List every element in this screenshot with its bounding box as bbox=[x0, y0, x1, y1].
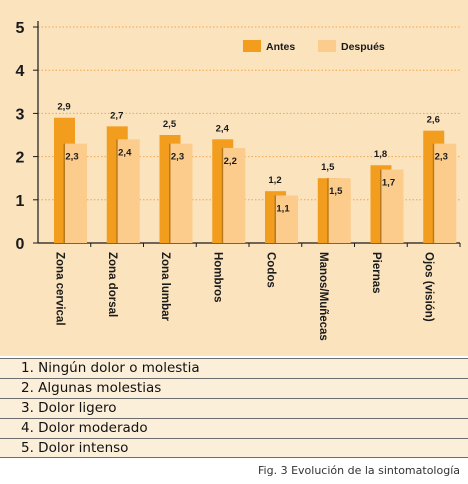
x-category-label: Hombros bbox=[212, 252, 224, 302]
bar-shadow bbox=[327, 178, 329, 243]
x-category-label: Zona cervical bbox=[53, 252, 65, 326]
data-label-despues: 2,4 bbox=[118, 147, 132, 158]
scale-item-label: 2. Algunas molestias bbox=[21, 380, 162, 396]
data-label-antes: 2,4 bbox=[216, 123, 230, 134]
data-label-antes: 1,5 bbox=[321, 162, 335, 173]
y-tick-label: 1 bbox=[16, 193, 25, 210]
bar-shadow bbox=[116, 139, 118, 243]
bar-shadow bbox=[63, 143, 65, 243]
data-label-despues: 2,2 bbox=[224, 156, 237, 167]
legend-label-despues: Después bbox=[341, 41, 385, 53]
data-label-despues: 1,5 bbox=[329, 186, 343, 197]
x-category-label: Codos bbox=[264, 252, 276, 288]
data-label-despues: 1,1 bbox=[276, 203, 290, 214]
scale-item-5: 5. Dolor intenso bbox=[0, 438, 468, 458]
bar-despues bbox=[170, 143, 193, 243]
bar-despues bbox=[117, 139, 140, 243]
bar-shadow bbox=[169, 143, 171, 243]
x-category-label: Piernas bbox=[370, 252, 382, 294]
bar-despues bbox=[65, 143, 87, 243]
pain-scale-legend: 1. Ningún dolor o molestia 2. Algunas mo… bbox=[0, 358, 468, 458]
scale-item-label: 3. Dolor ligero bbox=[21, 400, 117, 416]
y-tick-label: 0 bbox=[16, 236, 25, 253]
y-tick-label: 4 bbox=[16, 63, 25, 80]
legend-label-antes: Antes bbox=[266, 41, 295, 53]
bar-chart: 0 1 2 3 4 5 2,9 2,3 Zona cervical 2,7 2,4 Zona dors… bbox=[16, 20, 461, 341]
data-label-antes: 2,6 bbox=[427, 115, 440, 126]
x-category-label: Ojos (visión) bbox=[423, 252, 435, 322]
bar-despues bbox=[434, 143, 457, 243]
data-label-despues: 1,7 bbox=[382, 178, 395, 189]
bar-shadow bbox=[274, 195, 276, 243]
figure-caption: Fig. 3 Evolución de la sintomatología bbox=[258, 464, 460, 477]
scale-item-label: 5. Dolor intenso bbox=[21, 440, 129, 456]
data-label-despues: 2,3 bbox=[65, 152, 78, 163]
data-label-antes: 1,2 bbox=[268, 175, 281, 186]
y-tick-label: 3 bbox=[16, 106, 25, 123]
bar-shadow bbox=[432, 143, 435, 243]
scale-item-3: 3. Dolor ligero bbox=[0, 398, 468, 418]
x-category-label: Zona dorsal bbox=[106, 252, 118, 317]
scale-item-2: 2. Algunas molestias bbox=[0, 378, 468, 398]
bar-despues bbox=[276, 195, 298, 243]
chart-panel: 0 1 2 3 4 5 2,9 2,3 Zona cervical 2,7 2,4 Zona dors… bbox=[0, 0, 468, 356]
bar-despues bbox=[223, 147, 246, 243]
data-label-antes: 2,9 bbox=[57, 102, 70, 113]
x-category-label: Zona lumbar bbox=[159, 252, 171, 322]
data-label-despues: 2,3 bbox=[435, 152, 448, 163]
scale-item-label: 4. Dolor moderado bbox=[21, 420, 148, 436]
x-category-label: Manos/Muñecas bbox=[317, 252, 329, 341]
data-label-antes: 1,8 bbox=[374, 149, 387, 160]
data-label-antes: 2,7 bbox=[110, 110, 123, 121]
scale-item-4: 4. Dolor moderado bbox=[0, 418, 468, 438]
bar-despues bbox=[328, 178, 351, 243]
scale-item-1: 1. Ningún dolor o molestia bbox=[0, 358, 468, 378]
scale-item-label: 1. Ningún dolor o molestia bbox=[21, 360, 200, 376]
bar-shadow bbox=[380, 169, 382, 243]
legend-swatch-despues bbox=[318, 40, 336, 52]
data-label-despues: 2,3 bbox=[171, 152, 184, 163]
legend-swatch-antes bbox=[243, 40, 261, 52]
y-tick-label: 2 bbox=[16, 150, 25, 167]
bar-despues bbox=[381, 169, 404, 243]
data-label-antes: 2,5 bbox=[163, 119, 177, 130]
y-tick-label: 5 bbox=[16, 20, 25, 37]
bar-shadow bbox=[221, 147, 224, 243]
